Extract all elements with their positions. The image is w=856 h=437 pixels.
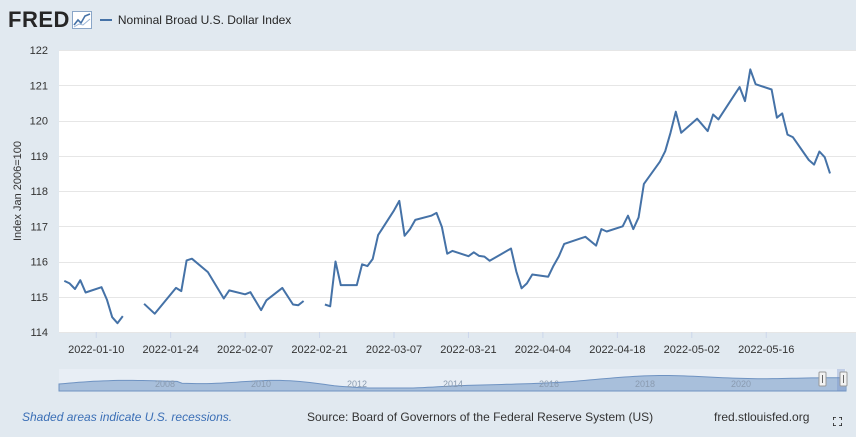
x-tick-label: 2022-03-21 [440, 344, 496, 356]
x-tick-label: 2022-01-24 [143, 344, 199, 356]
navigator-year-label: 2016 [539, 379, 559, 389]
series-line [143, 257, 305, 315]
navigator-year-labels: 2008 2010 2012 2014 2016 2018 2020 [155, 379, 751, 389]
x-tick-label: 2022-05-02 [664, 344, 720, 356]
navigator-handle-right[interactable] [839, 371, 848, 387]
y-axis-label: Index Jan 2006=100 [12, 141, 24, 241]
chart-header: FRED Nominal Broad U.S. Dollar Index [8, 7, 291, 33]
y-tick-label: 122 [30, 45, 48, 57]
x-tick-label: 2022-04-18 [589, 344, 645, 356]
gridlines [59, 50, 856, 333]
navigator-year-label: 2008 [155, 379, 175, 389]
navigator-series-area [58, 375, 847, 392]
series-layer [63, 68, 831, 325]
y-tick-label: 118 [30, 186, 48, 198]
legend-label: Nominal Broad U.S. Dollar Index [117, 13, 292, 27]
x-tick-label: 2022-02-07 [217, 344, 273, 356]
y-tick-label: 114 [30, 327, 48, 339]
navigator-year-label: 2014 [443, 379, 463, 389]
navigator-handle-left[interactable] [818, 371, 827, 387]
x-axis-ticks: 2022-01-10 2022-01-24 2022-02-07 2022-02-21… [68, 332, 794, 356]
navigator-year-label: 2012 [347, 379, 367, 389]
y-tick-label: 115 [30, 292, 48, 304]
y-tick-label: 116 [30, 257, 48, 269]
y-tick-label: 119 [30, 151, 48, 163]
navigator-year-label: 2018 [635, 379, 655, 389]
x-tick-label: 2022-03-07 [366, 344, 422, 356]
x-tick-label: 2022-02-21 [291, 344, 347, 356]
legend: Nominal Broad U.S. Dollar Index [99, 13, 292, 27]
y-tick-label: 121 [30, 80, 48, 92]
recession-note: Shaded areas indicate U.S. recessions. [22, 410, 233, 424]
navigator-year-label: 2020 [731, 379, 751, 389]
y-axis-ticks: 114 115 116 117 118 119 120 121 122 [30, 45, 48, 339]
legend-swatch [99, 19, 112, 21]
navigator-year-label: 2010 [251, 379, 271, 389]
fred-logo[interactable]: FRED [8, 9, 92, 31]
x-tick-label: 2022-05-16 [738, 344, 794, 356]
y-tick-label: 117 [30, 221, 48, 233]
series-line [324, 68, 831, 308]
source-text: Source: Board of Governors of the Federa… [307, 410, 654, 424]
fred-logo-text: FRED [8, 7, 70, 32]
range-navigator[interactable]: 2008 2010 2012 2014 2016 2018 2020 [58, 369, 848, 392]
chart-line-icon [71, 11, 92, 29]
x-tick-label: 2022-01-10 [68, 344, 124, 356]
fullscreen-icon[interactable] [833, 417, 842, 426]
series-line [63, 279, 124, 325]
site-link[interactable]: fred.stlouisfed.org [714, 410, 810, 424]
x-tick-label: 2022-04-04 [515, 344, 571, 356]
y-tick-label: 120 [30, 116, 48, 128]
